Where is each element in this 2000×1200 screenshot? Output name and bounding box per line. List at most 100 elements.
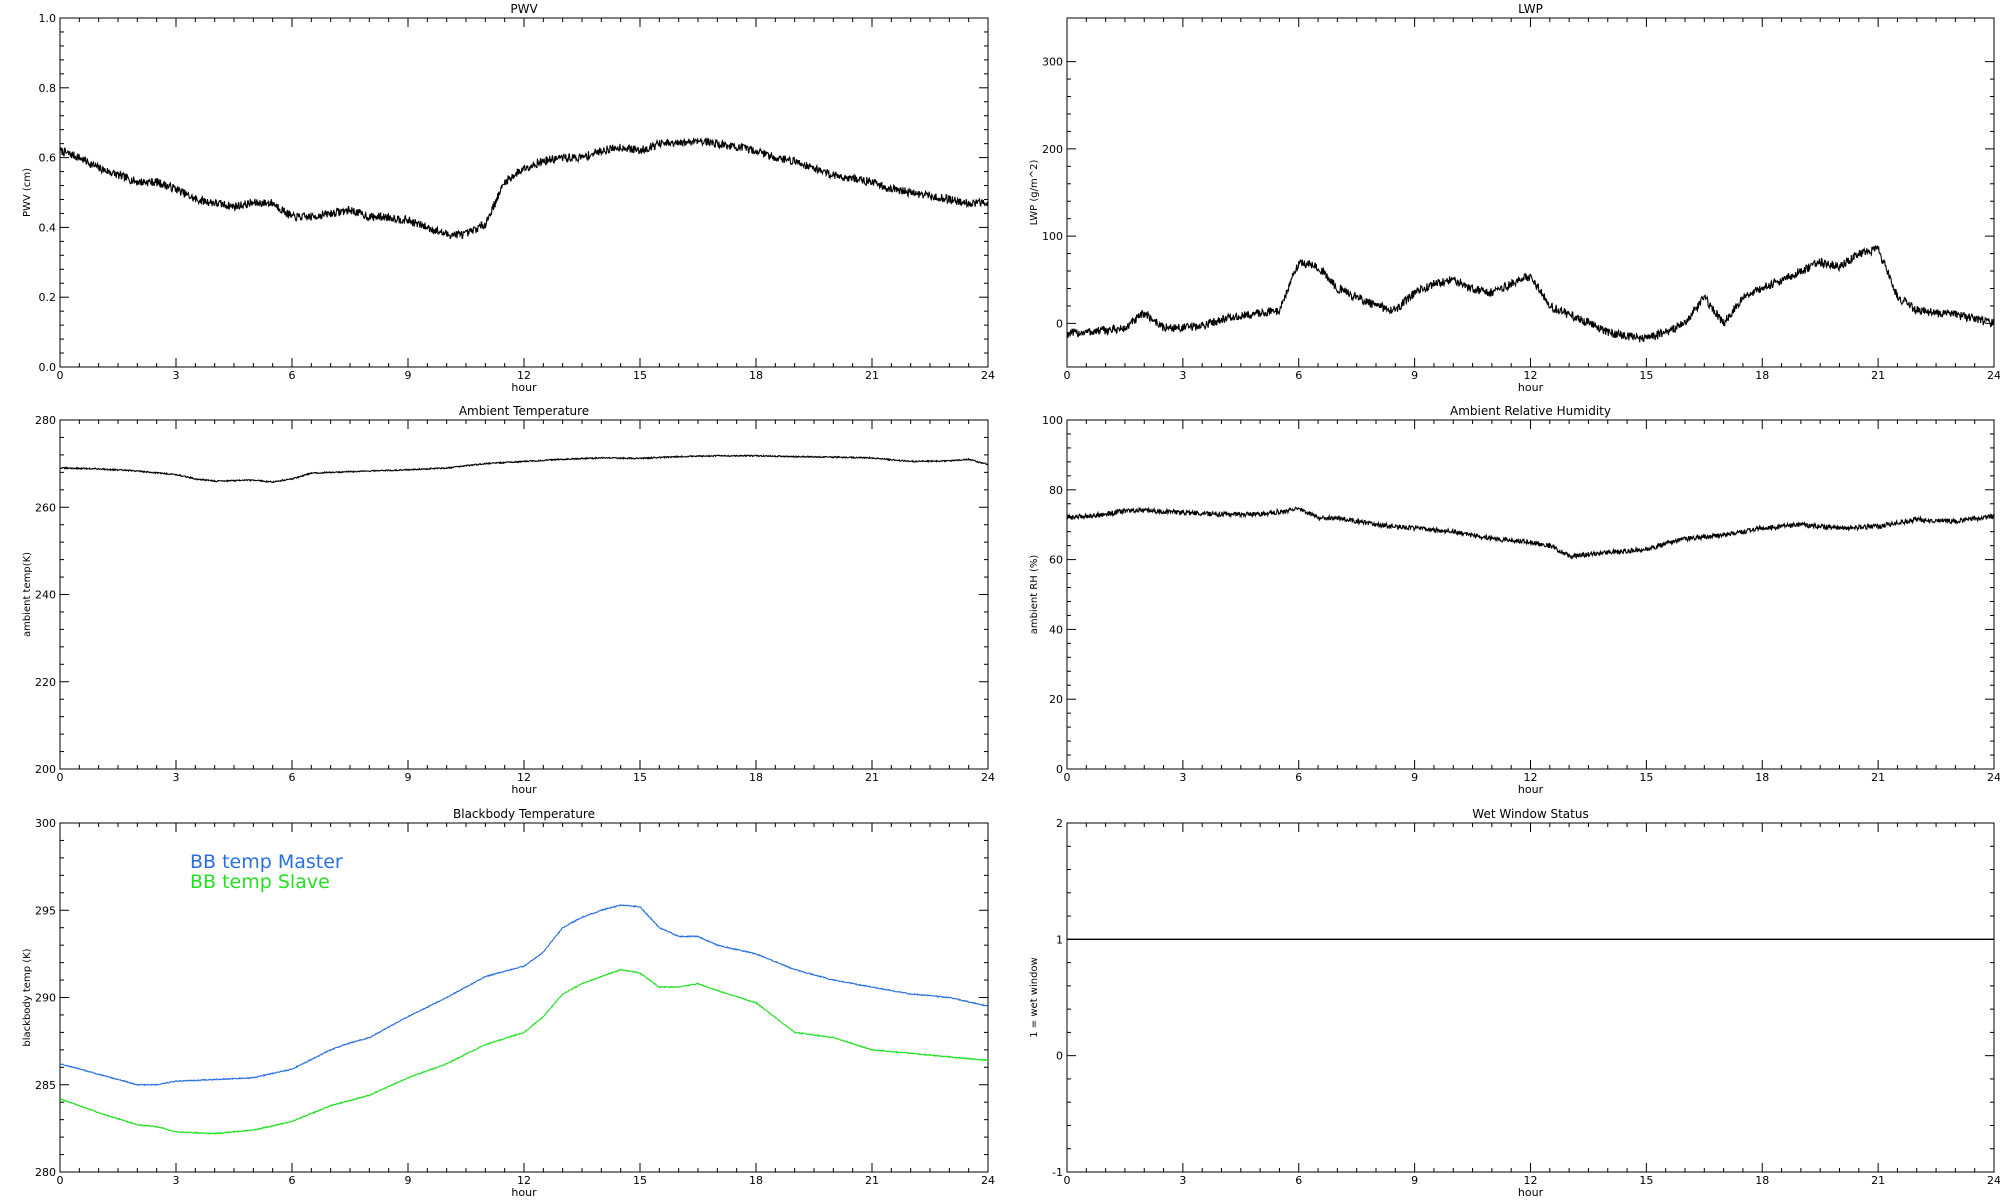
x-tick-label: 9 (405, 369, 412, 382)
x-tick-label: 3 (1179, 771, 1186, 784)
x-tick-label: 6 (1295, 1174, 1302, 1187)
y-tick-label: 200 (35, 763, 56, 776)
x-axis-label: hour (511, 381, 537, 394)
y-tick-label: 295 (35, 904, 56, 917)
chart-title: LWP (1518, 2, 1543, 16)
x-tick-label: 15 (633, 771, 647, 784)
y-tick-label: 240 (35, 589, 56, 602)
y-tick-label: 0.6 (39, 152, 57, 165)
x-tick-label: 21 (1871, 1174, 1885, 1187)
series-line (1066, 506, 1995, 560)
y-tick-label: 100 (1042, 230, 1063, 243)
y-tick-label: -1 (1052, 1166, 1063, 1179)
series-line (59, 137, 989, 240)
y-axis-label: ambient RH (%) (1029, 555, 1040, 635)
y-tick-label: 280 (35, 414, 56, 427)
x-tick-label: 3 (173, 1174, 180, 1187)
plot-frame (1066, 419, 1995, 770)
chart-pwv: 0 3 6 9 12 15 18 21 24 0.0 0.2 0.4 0.6 0.8 1.0 PWV hour P… (22, 2, 995, 394)
x-tick-label: 24 (1987, 1174, 2000, 1187)
y-tick-label: 220 (35, 676, 56, 689)
x-axis-label: hour (511, 783, 537, 796)
chart-blackbody-temp: 0 3 6 9 12 15 18 21 24 280 285 290 295 300 Blackbody T… (22, 807, 995, 1199)
x-tick-label: 21 (865, 369, 879, 382)
y-tick-label: 290 (35, 992, 56, 1005)
x-tick-label: 12 (517, 369, 531, 382)
x-tick-label: 15 (633, 369, 647, 382)
chart-title: Blackbody Temperature (453, 807, 595, 821)
x-axis-label: hour (511, 1186, 537, 1199)
x-tick-label: 9 (405, 1174, 412, 1187)
x-tick-label: 9 (405, 771, 412, 784)
x-tick-label: 21 (865, 771, 879, 784)
y-tick-label: 0 (1056, 317, 1063, 330)
x-tick-label: 24 (981, 1174, 995, 1187)
x-tick-label: 6 (289, 771, 296, 784)
y-tick-label: 0.4 (39, 221, 57, 234)
x-tick-label: 12 (1524, 369, 1538, 382)
y-tick-label: 300 (35, 817, 56, 830)
x-tick-label: 18 (749, 771, 763, 784)
y-tick-label: 1.0 (39, 12, 57, 25)
y-tick-label: 0 (1056, 763, 1063, 776)
plot-frame (59, 419, 989, 770)
x-tick-label: 12 (517, 771, 531, 784)
x-tick-label: 0 (1064, 369, 1071, 382)
x-tick-label: 6 (1295, 369, 1302, 382)
series-line-bb-temp-slave (59, 968, 989, 1136)
x-tick-label: 12 (517, 1174, 531, 1187)
y-tick-label: 260 (35, 501, 56, 514)
x-tick-label: 24 (1987, 369, 2000, 382)
x-tick-label: 15 (633, 1174, 647, 1187)
x-tick-label: 12 (1524, 771, 1538, 784)
x-tick-label: 24 (981, 369, 995, 382)
series-line (59, 454, 988, 484)
x-tick-label: 12 (1524, 1174, 1538, 1187)
y-tick-label: 2 (1056, 817, 1063, 830)
y-tick-label: 0 (1056, 1050, 1063, 1063)
x-axis-label: hour (1518, 381, 1544, 394)
x-tick-label: 18 (1755, 369, 1769, 382)
plot-frame (1066, 17, 1995, 368)
x-tick-label: 24 (1987, 771, 2000, 784)
series-line-bb-temp-master (59, 903, 989, 1087)
y-tick-label: 20 (1049, 693, 1063, 706)
x-tick-label: 9 (1411, 369, 1418, 382)
x-tick-label: 3 (173, 771, 180, 784)
chart-lwp: 0 3 6 9 12 15 18 21 24 0 100 200 300 LWP hour LWP (g/m^… (1029, 2, 2000, 394)
x-tick-label: 24 (981, 771, 995, 784)
x-tick-label: 9 (1411, 1174, 1418, 1187)
y-axis-label: ambient temp(K) (22, 552, 33, 637)
x-tick-label: 15 (1639, 369, 1653, 382)
x-tick-label: 6 (1295, 771, 1302, 784)
y-tick-label: 300 (1042, 56, 1063, 69)
y-tick-label: 80 (1049, 484, 1063, 497)
x-tick-label: 3 (173, 369, 180, 382)
y-axis-label: 1 = wet window (1029, 957, 1040, 1037)
x-tick-label: 21 (865, 1174, 879, 1187)
plot-frame (1066, 822, 1995, 1173)
x-tick-label: 18 (1755, 771, 1769, 784)
x-axis-label: hour (1518, 783, 1544, 796)
x-tick-label: 3 (1179, 1174, 1186, 1187)
y-tick-label: 0.8 (39, 82, 57, 95)
chart-ambient-rh: 0 3 6 9 12 15 18 21 24 0 20 40 60 80 100 Ambient Relati… (1029, 404, 2000, 796)
y-tick-label: 60 (1049, 554, 1063, 567)
x-tick-label: 0 (1064, 771, 1071, 784)
x-tick-label: 18 (749, 1174, 763, 1187)
x-tick-label: 0 (57, 1174, 64, 1187)
x-tick-label: 0 (57, 771, 64, 784)
plot-frame (59, 17, 989, 368)
x-tick-label: 9 (1411, 771, 1418, 784)
series-line (1066, 244, 1995, 343)
x-tick-label: 3 (1179, 369, 1186, 382)
y-tick-label: 200 (1042, 143, 1063, 156)
x-axis-label: hour (1518, 1186, 1544, 1199)
legend-entry: BB temp Slave (190, 871, 330, 893)
chart-title: Ambient Relative Humidity (1450, 404, 1611, 418)
x-tick-label: 0 (1064, 1174, 1071, 1187)
y-tick-label: 1 (1056, 933, 1063, 946)
x-tick-label: 6 (289, 369, 296, 382)
